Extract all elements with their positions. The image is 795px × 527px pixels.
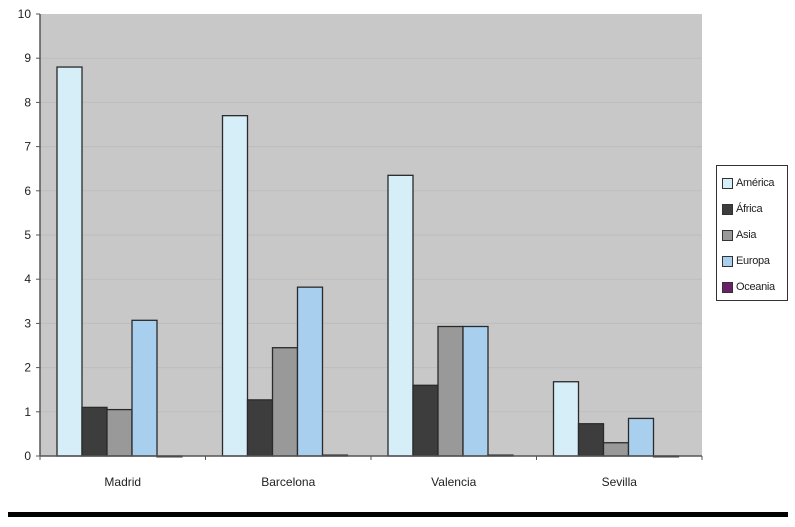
y-tick-label: 0 (24, 449, 31, 463)
bar-américa-madrid (56, 66, 83, 457)
legend-item: África (722, 196, 787, 222)
y-tick-label: 4 (24, 272, 31, 286)
x-tick-label: Madrid (104, 475, 141, 489)
legend-item: Europa (722, 248, 787, 274)
y-tick-label: 2 (24, 361, 31, 375)
legend-item: Oceania (722, 274, 787, 300)
bar-asia-valencia (437, 325, 464, 457)
bar-europa-barcelona (296, 286, 324, 457)
bar-europa-valencia (462, 325, 489, 457)
legend-label: Oceania (736, 281, 775, 293)
y-tick-label: 10 (18, 7, 32, 21)
legend-label: África (736, 203, 763, 215)
y-tick-label: 3 (24, 316, 31, 330)
y-tick-label: 5 (24, 228, 31, 242)
legend-item: América (722, 170, 787, 196)
legend-swatch (722, 177, 733, 189)
legend-swatch (722, 229, 733, 241)
y-tick-label: 7 (24, 140, 31, 154)
bar-asia-madrid (106, 408, 133, 457)
bar-europa-sevilla (627, 417, 655, 457)
legend-label: Asia (736, 229, 757, 241)
y-tick-label: 1 (24, 405, 31, 419)
legend-label: Europa (736, 255, 770, 267)
legend-swatch (722, 281, 733, 293)
x-tick-label: Barcelona (261, 475, 315, 489)
bar-asia-barcelona (271, 347, 299, 457)
bar-américa-barcelona (221, 115, 249, 457)
y-tick-label: 9 (24, 51, 31, 65)
y-tick-label: 6 (24, 184, 31, 198)
bar-áfrica-valencia (412, 384, 439, 457)
legend: América África Asia Europa Oceania (716, 165, 788, 301)
legend-swatch (722, 203, 733, 215)
x-tick-label: Sevilla (602, 475, 638, 489)
bar-áfrica-madrid (81, 406, 108, 457)
bar-europa-madrid (131, 319, 158, 457)
x-tick-label: Valencia (431, 475, 476, 489)
bar-asia-sevilla (602, 442, 630, 457)
legend-label: América (736, 177, 775, 189)
bottom-border (8, 512, 788, 517)
bar-áfrica-sevilla (577, 423, 605, 457)
legend-swatch (722, 255, 733, 267)
bar-américa-valencia (387, 174, 414, 457)
legend-item: Asia (722, 222, 787, 248)
bar-áfrica-barcelona (246, 399, 274, 457)
y-tick-label: 8 (24, 95, 31, 109)
bar-américa-sevilla (552, 381, 580, 457)
